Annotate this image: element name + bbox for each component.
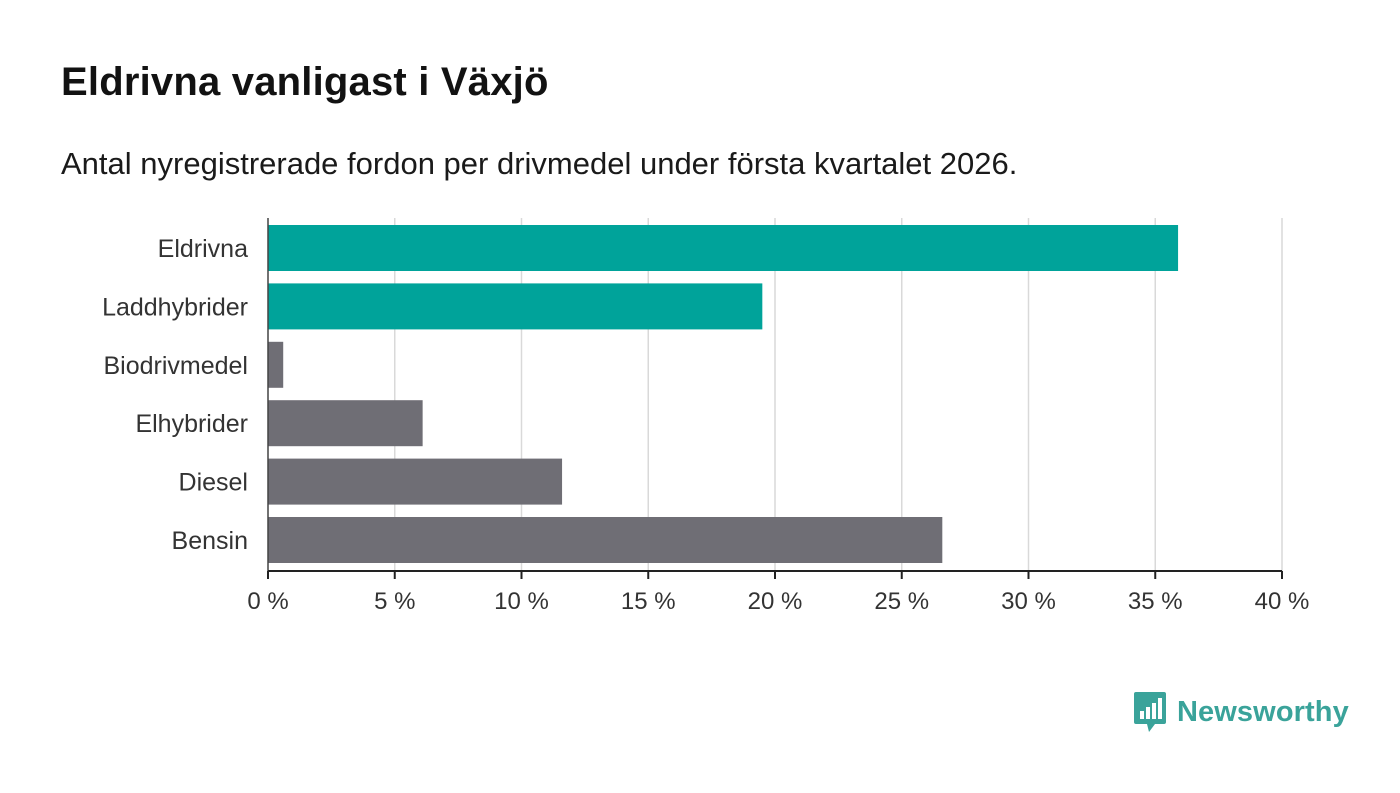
bar: [268, 225, 1179, 271]
x-axis: 0 % 5 % 10 % 15 % 20 % 25 % 30 % 35 % 40 %: [247, 218, 1309, 615]
bar: [268, 283, 763, 330]
x-tick-label: 20 %: [748, 588, 803, 615]
category-label: Biodrivmedel: [103, 352, 248, 380]
x-tick-label: 15 %: [621, 588, 676, 615]
x-tick-label: 5 %: [374, 588, 415, 615]
chart-title: Eldrivna vanligast i Växjö: [61, 60, 549, 104]
grid-lines: [394, 218, 1283, 571]
x-tick-label: 10 %: [494, 588, 549, 615]
bar: [268, 458, 563, 505]
category-label: Eldrivna: [158, 235, 248, 263]
bar: [268, 400, 423, 447]
category-label: Laddhybrider: [102, 293, 248, 321]
bar: [268, 341, 284, 388]
category-label: Elhybrider: [135, 410, 248, 438]
x-tick-label: 30 %: [1001, 588, 1056, 615]
bars: [268, 225, 1179, 563]
chart-subtitle: Antal nyregistrerade fordon per drivmede…: [61, 146, 1018, 181]
x-tick-label: 40 %: [1255, 588, 1310, 615]
category-label: Diesel: [179, 469, 248, 497]
x-tick-label: 0 %: [247, 588, 288, 615]
category-labels: Eldrivna Laddhybrider Biodrivmedel Elhybrid…: [102, 235, 248, 555]
brand-name: Newsworthy: [1177, 695, 1349, 728]
x-tick-label: 35 %: [1128, 588, 1183, 615]
newsworthy-logo-icon: [1134, 692, 1166, 732]
brand-logo: Newsworthy: [1133, 690, 1349, 734]
bar: [268, 517, 943, 563]
category-label: Bensin: [172, 527, 248, 555]
x-tick-label: 25 %: [874, 588, 929, 615]
